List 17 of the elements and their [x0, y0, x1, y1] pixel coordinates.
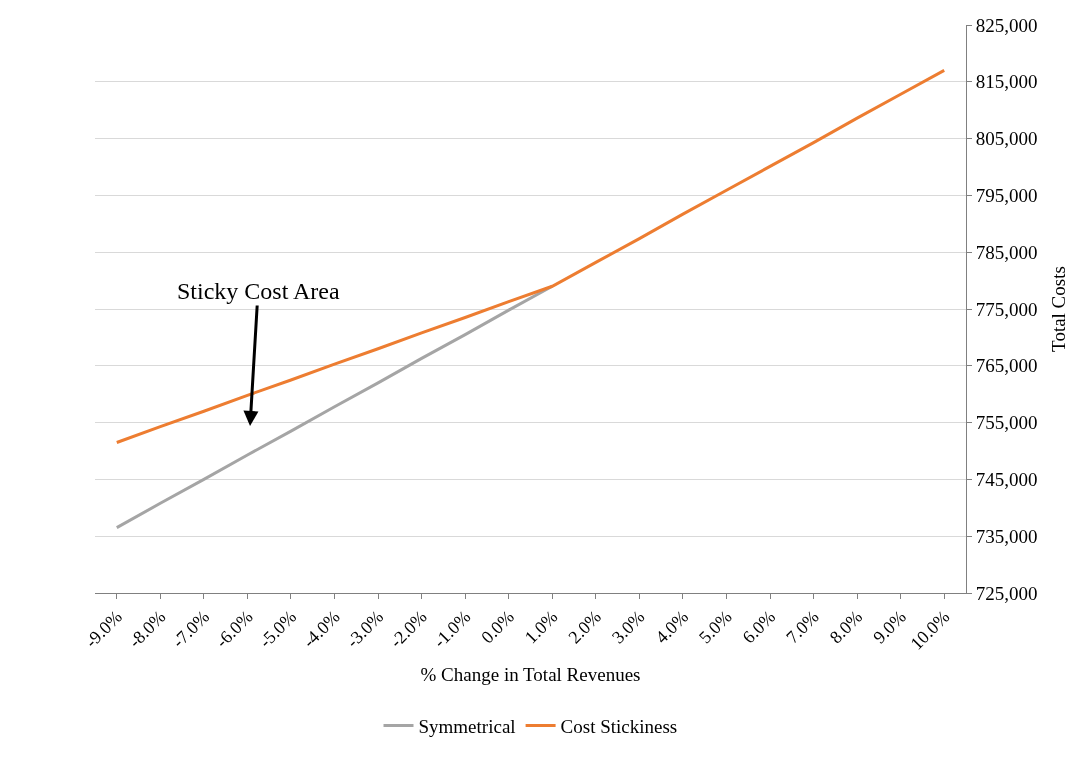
- y-tick-label: 765,000: [975, 355, 1038, 377]
- y-tick-label: 745,000: [975, 469, 1038, 491]
- x-axis-title: % Change in Total Revenues: [420, 664, 641, 686]
- legend-label: Cost Stickiness: [560, 715, 678, 737]
- y-tick-label: 815,000: [975, 71, 1038, 93]
- line-series: [115, 68, 946, 444]
- y-tick-label: 755,000: [975, 412, 1038, 434]
- annotation: Sticky Cost Area: [177, 278, 340, 304]
- y-tick-label: 735,000: [975, 525, 1038, 547]
- y-tick-label: 785,000: [975, 241, 1038, 263]
- y-tick-label: 805,000: [975, 128, 1038, 150]
- y-tick-label: 825,000: [975, 14, 1038, 36]
- y-axis-title: Total Costs: [1048, 266, 1070, 352]
- legend-label: Symmetrical: [418, 715, 516, 737]
- y-tick-label: 725,000: [975, 582, 1038, 604]
- y-tick-label: 775,000: [975, 298, 1038, 320]
- y-tick-label: 795,000: [975, 185, 1038, 207]
